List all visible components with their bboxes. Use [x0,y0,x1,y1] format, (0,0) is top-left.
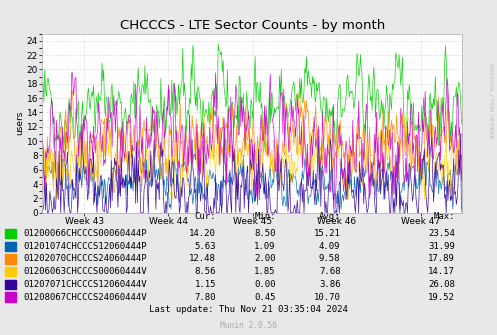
Text: 31.99: 31.99 [428,242,455,251]
Text: 14.20: 14.20 [189,229,216,238]
Text: 8.50: 8.50 [254,229,276,238]
Text: 14.17: 14.17 [428,267,455,276]
Text: 15.21: 15.21 [314,229,340,238]
Text: 9.58: 9.58 [319,255,340,263]
Text: 1.15: 1.15 [195,280,216,289]
Text: 7.80: 7.80 [195,293,216,302]
Text: Max:: Max: [433,212,455,221]
Text: 26.08: 26.08 [428,280,455,289]
Text: 3.86: 3.86 [319,280,340,289]
Text: 0.00: 0.00 [254,280,276,289]
Text: 01200066CHCCCS00060444P: 01200066CHCCCS00060444P [24,229,148,238]
Text: 23.54: 23.54 [428,229,455,238]
Text: 0.45: 0.45 [254,293,276,302]
Text: 2.00: 2.00 [254,255,276,263]
Text: 19.52: 19.52 [428,293,455,302]
Text: 4.09: 4.09 [319,242,340,251]
Y-axis label: users: users [15,111,24,135]
Text: RRDTOOL / TOBI OETIKER: RRDTOOL / TOBI OETIKER [489,63,494,138]
Text: Min:: Min: [254,212,276,221]
Text: 01202070CHCCCS24060444P: 01202070CHCCCS24060444P [24,255,148,263]
Text: 01207071CHCCCS12060444V: 01207071CHCCCS12060444V [24,280,148,289]
Text: 5.63: 5.63 [195,242,216,251]
Text: 01208067CHCCCS24060444V: 01208067CHCCCS24060444V [24,293,148,302]
Text: Avg:: Avg: [319,212,340,221]
Text: 17.89: 17.89 [428,255,455,263]
Text: 12.48: 12.48 [189,255,216,263]
Text: Cur:: Cur: [195,212,216,221]
Text: 01206063CHCCCS00060444V: 01206063CHCCCS00060444V [24,267,148,276]
Text: 10.70: 10.70 [314,293,340,302]
Title: CHCCCS - LTE Sector Counts - by month: CHCCCS - LTE Sector Counts - by month [120,19,385,32]
Text: 01201074CHCCCS12060444P: 01201074CHCCCS12060444P [24,242,148,251]
Text: Last update: Thu Nov 21 03:35:04 2024: Last update: Thu Nov 21 03:35:04 2024 [149,305,348,314]
Text: 1.85: 1.85 [254,267,276,276]
Text: Munin 2.0.56: Munin 2.0.56 [220,321,277,330]
Text: 7.68: 7.68 [319,267,340,276]
Text: 1.09: 1.09 [254,242,276,251]
Text: 8.56: 8.56 [195,267,216,276]
